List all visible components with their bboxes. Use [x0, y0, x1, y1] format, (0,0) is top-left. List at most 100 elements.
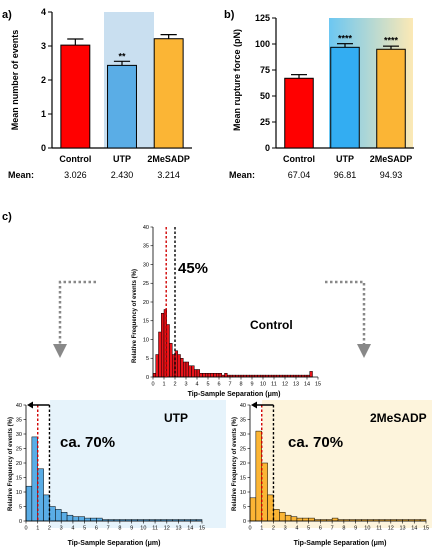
utp-hist-bar	[43, 494, 50, 522]
histogram-utp: Relative Frequency of events (%) Tip-Sam…	[8, 401, 205, 547]
2mesadp-xtick-label: 3	[284, 526, 287, 532]
2mesadp-xtick-label: 13	[399, 526, 405, 532]
2mesadp-xtick-label: 14	[411, 526, 417, 532]
b-ytick-label: 125	[255, 13, 270, 23]
control-xtick-label: 14	[304, 382, 310, 388]
control-hist-bar	[180, 358, 184, 378]
utp-hist-bar	[37, 468, 44, 522]
control-series-name: Control	[250, 318, 293, 332]
control-hist-bar	[161, 313, 165, 378]
a-mean-value: 2.430	[111, 170, 134, 180]
control-xtick-label: 5	[206, 382, 209, 388]
b-ytick-label: 50	[260, 91, 270, 101]
utp-ytick-label: 20	[16, 461, 22, 467]
control-hist-bar	[309, 371, 313, 378]
control-xtick-label: 15	[315, 382, 321, 388]
utp-hist-bar	[31, 436, 38, 522]
utp-xlabel: Tip-Sample Separation (μm)	[68, 540, 161, 547]
control-xtick-label: 0	[151, 382, 154, 388]
utp-xtick-label: 8	[118, 526, 121, 532]
utp-xtick-label: 1	[36, 526, 39, 532]
utp-ytick-label: 35	[16, 417, 22, 423]
b-bar	[284, 77, 314, 149]
control-hist-bar	[152, 373, 156, 378]
control-ylabel: Relative Frequency of events (%)	[132, 269, 138, 363]
2mesadp-xtick-label: 10	[364, 526, 370, 532]
panel-a-ylabel: Mean number of events	[10, 30, 20, 131]
utp-ytick-label: 5	[19, 504, 22, 510]
utp-xtick-label: 10	[140, 526, 146, 532]
2mesadp-hist-bar	[331, 517, 339, 522]
utp-series-name: UTP	[164, 411, 188, 425]
2mesadp-ylabel: Relative Frequency of events (%)	[232, 417, 238, 511]
control-xtick-label: 13	[293, 382, 299, 388]
utp-hist-bar	[49, 506, 56, 522]
control-percent: 45%	[178, 260, 208, 277]
b-bar	[330, 46, 360, 149]
utp-hist-bar	[55, 509, 62, 522]
control-xtick-label: 12	[282, 382, 288, 388]
control-hist-bar	[199, 373, 203, 378]
2mesadp-xtick-label: 6	[319, 526, 322, 532]
control-xtick-label: 6	[217, 382, 220, 388]
2mesadp-ytick-label: 20	[240, 461, 246, 467]
control-hist-bar	[213, 373, 217, 378]
control-ytick-label: 35	[143, 244, 149, 250]
utp-hist-bar	[72, 516, 80, 522]
utp-xtick-label: 14	[187, 526, 193, 532]
2mesadp-hist-bar	[296, 517, 304, 522]
control-hist-bar	[158, 331, 162, 378]
2mesadp-hist-bar	[302, 517, 309, 522]
control-hist-bar	[188, 365, 192, 378]
2mesadp-hist-bar	[279, 512, 286, 522]
control-ytick-label: 0	[146, 375, 149, 381]
b-significance: ****	[384, 35, 399, 45]
utp-xtick-label: 6	[95, 526, 98, 532]
control-hist-bar	[224, 373, 228, 378]
control-hist-bar	[218, 373, 222, 378]
b-category-label: UTP	[336, 154, 354, 164]
a-category-label: Control	[59, 154, 91, 164]
panel-b-mean-label: Mean:	[229, 170, 255, 180]
b-ytick-label: 100	[255, 39, 270, 49]
utp-xtick-label: 0	[24, 526, 27, 532]
a-category-label: UTP	[113, 154, 131, 164]
b-ytick-label: 0	[265, 143, 270, 153]
control-hist-bar	[205, 373, 209, 378]
utp-hist-bar	[78, 516, 85, 522]
utp-xtick-label: 12	[164, 526, 170, 532]
panel-b-label: b)	[224, 9, 235, 21]
control-hist-bar	[196, 369, 200, 378]
panel-a-label: a)	[2, 9, 12, 21]
2mesadp-hist-bar	[273, 509, 280, 522]
control-ytick-label: 30	[143, 262, 149, 268]
control-xtick-label: 8	[239, 382, 242, 388]
utp-xtick-label: 4	[71, 526, 74, 532]
utp-ytick-label: 40	[16, 403, 22, 409]
control-ytick-label: 5	[146, 356, 149, 362]
control-ytick-label: 10	[143, 337, 149, 343]
control-ytick-label: 15	[143, 319, 149, 325]
utp-hist-bar	[90, 517, 97, 522]
utp-xtick-label: 7	[107, 526, 110, 532]
a-category-label: 2MeSADP	[147, 154, 190, 164]
2mesadp-ytick-label: 15	[240, 475, 246, 481]
2mesadp-hist-bar	[267, 494, 274, 522]
2mesadp-hist-bar	[255, 430, 262, 522]
2mesadp-xtick-label: 0	[248, 526, 251, 532]
control-xtick-label: 1	[162, 382, 165, 388]
utp-hist-bar	[25, 485, 33, 522]
control-hist-bar	[216, 373, 220, 378]
utp-xtick-label: 5	[83, 526, 86, 532]
control-hist-bar	[155, 354, 159, 378]
b-category-label: Control	[283, 154, 315, 164]
control-hist-bar	[194, 369, 198, 378]
utp-xtick-label: 15	[199, 526, 205, 532]
utp-hist-bar	[66, 514, 74, 522]
histogram-control: Relative Frequency of events (%) Tip-Sam…	[132, 225, 321, 398]
panel-b: b) Mean rupture force (pN) 0 25 50 75 100 125…	[224, 9, 414, 180]
2mesadp-xtick-label: 12	[388, 526, 394, 532]
2mesadp-xtick-label: 4	[295, 526, 298, 532]
utp-percent: ca. 70%	[60, 434, 115, 451]
